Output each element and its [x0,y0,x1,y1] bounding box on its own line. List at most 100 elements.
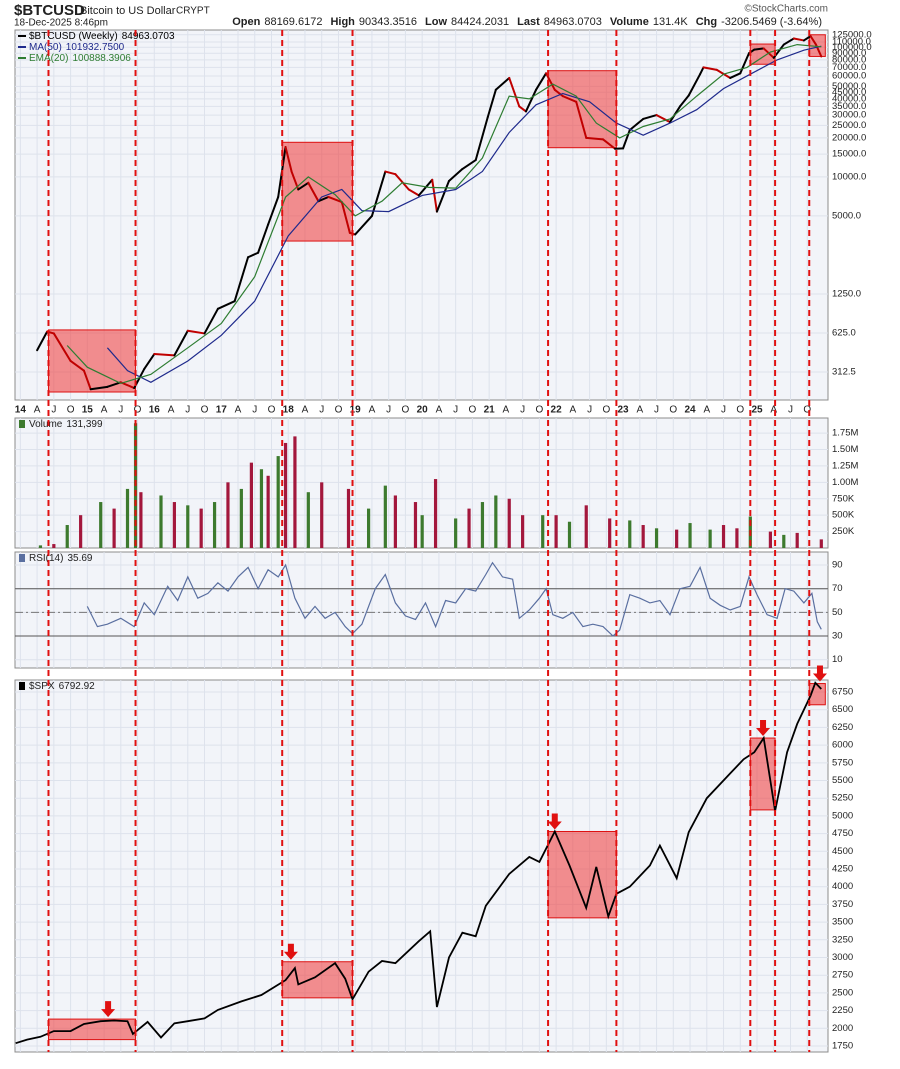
price-segment [297,181,310,191]
x-tick-label: J [319,405,324,416]
x-tick-label: 16 [149,405,161,416]
y-tick-label: 4500 [832,846,853,857]
x-tick-label: O [803,405,811,416]
price-segment [447,168,464,182]
volume-bar [393,495,397,548]
x-tick-label: 18 [283,405,295,416]
price-segment [143,353,156,370]
y-tick-label: 1750 [832,1040,853,1051]
price-segment [753,47,765,51]
arrow [283,943,298,960]
x-tick-label: O [736,405,744,416]
x-tick-label: O [201,405,209,416]
price-segment [699,66,705,76]
highlight-box [281,141,354,242]
highlight-box [547,70,617,149]
volume-bar [768,531,773,548]
x-tick-label: J [386,405,391,416]
price-segment [802,35,812,42]
price-segment [417,178,434,197]
y-tick-label: 100000.0 [832,42,872,53]
quote-value: 88169.6172 [264,16,322,28]
volume-bar [199,508,203,548]
price-segment [642,114,658,120]
y-tick-label: 90 [832,560,843,571]
price-segment [89,385,109,391]
quote-label: Chg [696,16,717,28]
price-segment [585,136,604,141]
y-tick-label: 1.25M [832,460,858,471]
volume-bar [366,508,371,548]
price-segment [431,178,438,213]
y-tick-label: 10 [832,654,843,665]
price-segment [394,173,410,191]
volume-bar [641,525,645,548]
legend-value: 100888.3906 [72,53,131,64]
volume-bar [795,532,799,548]
legend-swatch [19,554,25,562]
price-segment [257,223,270,254]
y-tick-label: 90000.0 [832,48,866,59]
legend-value: 84963.0703 [122,31,175,42]
volume-bar [226,482,230,548]
price-segment [702,66,718,71]
quote-label: Volume [610,16,649,28]
y-tick-label: 60000.0 [832,71,866,82]
price-segment [518,105,527,113]
volume-bar [346,488,351,548]
x-tick-label: O [535,405,543,416]
x-tick-label: J [252,405,257,416]
highlight-box [749,737,776,811]
x-tick-label: A [302,405,309,416]
y-tick-label: 6500 [832,704,853,715]
legend-entry: RSI(14) 35.69 [29,553,93,564]
y-tick-label: 20000.0 [832,132,866,143]
legend-swatch [19,420,25,428]
price-segment [370,170,387,217]
x-tick-label: 14 [15,405,27,416]
price-segment [535,72,548,91]
volume-bar [159,495,163,548]
y-tick-label: 110000.0 [832,36,871,47]
legend-entry: $SPX 6792.92 [29,681,95,692]
y-tick-label: 35000.0 [832,101,866,112]
volume-bar [293,436,297,548]
y-tick-label: 4750 [832,828,853,839]
volume-bar [139,492,143,548]
price-segment [52,332,72,362]
y-tick-label: 40000.0 [832,93,866,104]
legend-value: 131,399 [66,419,103,430]
x-tick-label: J [721,405,726,416]
y-tick-label: 3500 [832,917,853,928]
x-tick-label: J [520,405,525,416]
price-segment [508,76,521,108]
x-tick-label: A [34,405,41,416]
x-tick-label: O [67,405,75,416]
y-tick-label: 1.00M [832,477,858,488]
x-tick-label: A [235,405,242,416]
x-tick-label: A [503,405,510,416]
price-segment [203,307,219,335]
volume-bar [554,515,558,548]
volume-bar [65,525,69,548]
x-tick-label: 23 [618,405,630,416]
price-segment [284,146,293,173]
price-segment [553,88,564,98]
price-segment [628,117,645,132]
legend-title: Volume [29,419,63,430]
quote-value: 90343.3516 [359,16,417,28]
price-segment [729,72,742,79]
plot-area [14,679,829,1053]
price-segment [216,300,236,310]
x-tick-label: 25 [751,405,763,416]
series-line [15,681,822,1045]
volume-bar [283,442,288,548]
y-tick-label: 250K [832,526,855,537]
quote-label: Open [232,16,260,28]
x-tick-label: 15 [82,405,94,416]
x-tick-label: A [770,405,777,416]
price-segment [384,170,397,176]
price-segment [678,94,690,108]
volume-bar [521,515,525,548]
price-segment [561,95,578,103]
